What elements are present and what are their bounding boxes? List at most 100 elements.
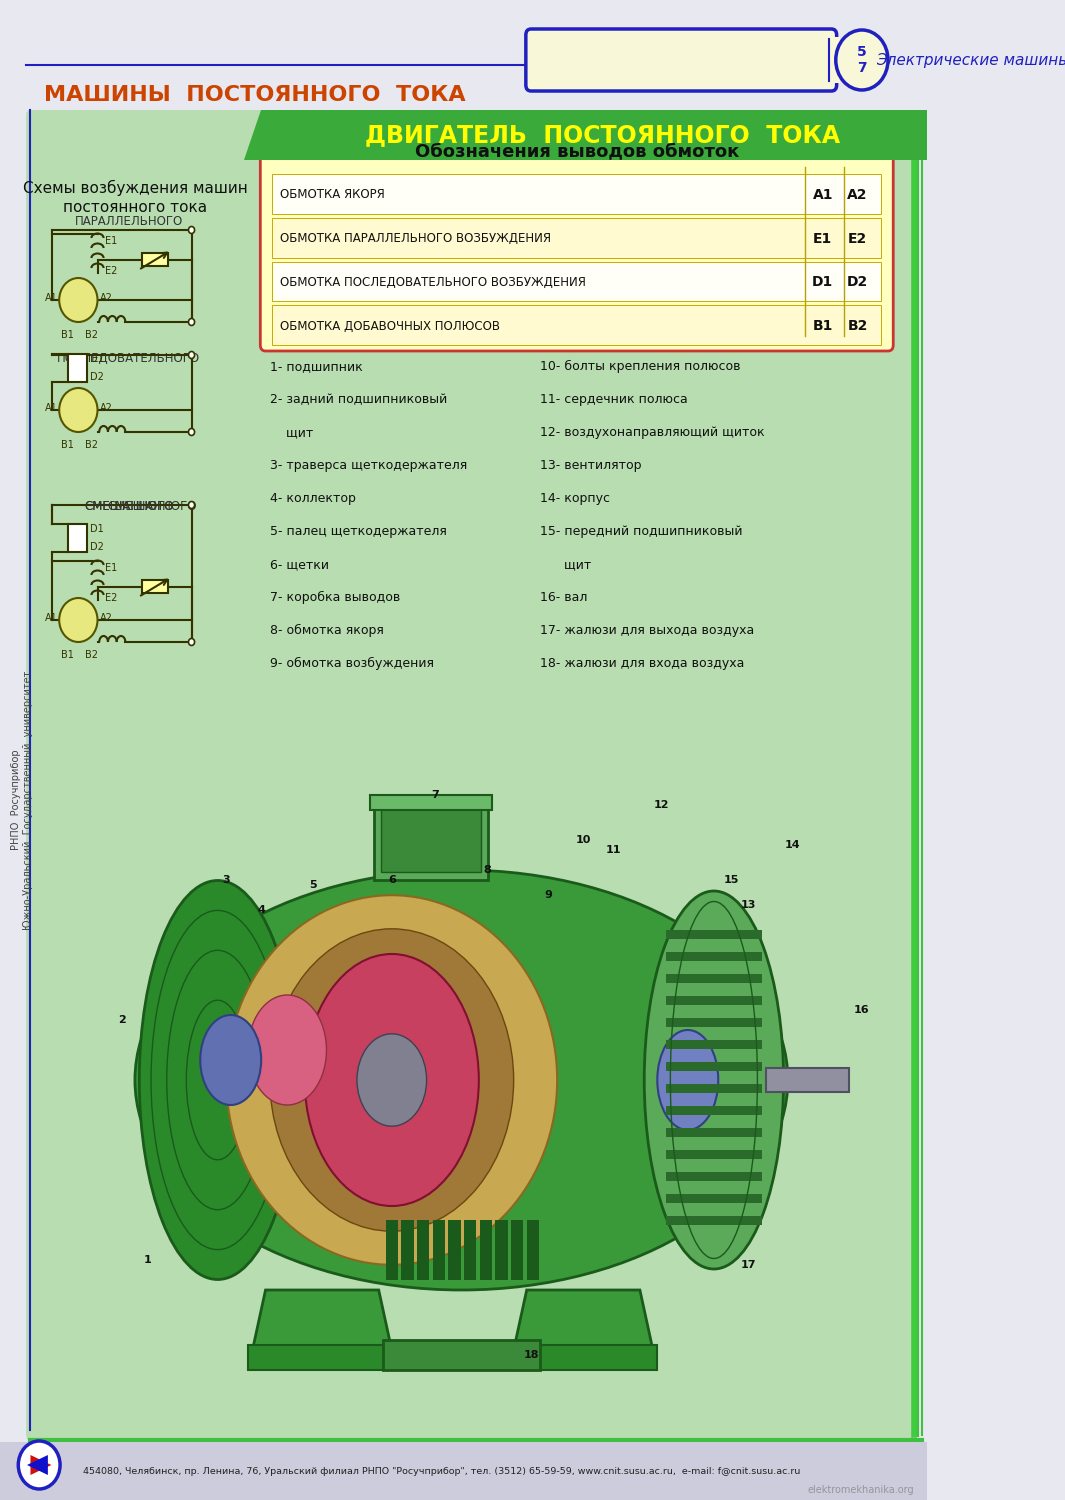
Bar bbox=[375, 800, 488, 880]
Bar bbox=[248, 1346, 396, 1370]
Text: В1: В1 bbox=[813, 320, 833, 333]
Text: 17: 17 bbox=[741, 1260, 756, 1270]
Ellipse shape bbox=[248, 994, 327, 1106]
Text: 3: 3 bbox=[223, 874, 230, 885]
Bar bbox=[666, 930, 761, 939]
Ellipse shape bbox=[305, 954, 479, 1206]
Text: D1: D1 bbox=[89, 354, 103, 364]
Bar bbox=[479, 1220, 492, 1280]
Bar bbox=[666, 996, 761, 1005]
Bar bbox=[383, 1340, 540, 1370]
Text: Электрические машины: Электрические машины bbox=[875, 53, 1065, 68]
Ellipse shape bbox=[227, 896, 557, 1264]
Text: 15: 15 bbox=[723, 874, 739, 885]
Bar bbox=[666, 1216, 761, 1225]
Text: Е2: Е2 bbox=[848, 231, 867, 246]
Text: 7: 7 bbox=[431, 790, 439, 800]
Text: 4- коллектор: 4- коллектор bbox=[269, 492, 356, 506]
Text: 1- подшипник: 1- подшипник bbox=[269, 360, 363, 374]
Bar bbox=[402, 1220, 413, 1280]
Text: ОБМОТКА ПАРАЛЛЕЛЬНОГО ВОЗБУЖДЕНИЯ: ОБМОТКА ПАРАЛЛЕЛЬНОГО ВОЗБУЖДЕНИЯ bbox=[280, 232, 552, 244]
Text: Обозначения выводов обмоток: Обозначения выводов обмоток bbox=[414, 142, 739, 160]
Text: D2: D2 bbox=[89, 542, 103, 552]
Bar bbox=[666, 952, 761, 962]
Text: СМЕШАННОГО: СМЕШАННОГО bbox=[108, 500, 197, 513]
Polygon shape bbox=[31, 1455, 51, 1474]
Text: постоянного тока: постоянного тока bbox=[63, 200, 207, 214]
Text: 6: 6 bbox=[388, 874, 396, 885]
Text: В2: В2 bbox=[85, 330, 98, 340]
Text: 5: 5 bbox=[310, 880, 317, 890]
Bar bbox=[666, 1084, 761, 1094]
Text: Е2: Е2 bbox=[105, 266, 118, 276]
Bar bbox=[814, 38, 840, 82]
Text: ДВИГАТЕЛЬ  ПОСТОЯННОГО  ТОКА: ДВИГАТЕЛЬ ПОСТОЯННОГО ТОКА bbox=[365, 123, 840, 147]
Text: 16- вал: 16- вал bbox=[540, 591, 587, 604]
Text: В1: В1 bbox=[61, 440, 73, 450]
Text: 9- обмотка возбуждения: 9- обмотка возбуждения bbox=[269, 657, 433, 670]
Text: 8- обмотка якоря: 8- обмотка якоря bbox=[269, 624, 383, 638]
Text: 11- сердечник полюса: 11- сердечник полюса bbox=[540, 393, 688, 406]
Text: 18- жалюзи для входа воздуха: 18- жалюзи для входа воздуха bbox=[540, 657, 744, 670]
Text: 2: 2 bbox=[118, 1016, 126, 1025]
Circle shape bbox=[189, 318, 195, 326]
Polygon shape bbox=[252, 1290, 392, 1350]
Bar bbox=[273, 306, 881, 345]
Text: 18: 18 bbox=[523, 1350, 539, 1360]
Text: 13- вентилятор: 13- вентилятор bbox=[540, 459, 641, 472]
FancyBboxPatch shape bbox=[260, 129, 894, 351]
Circle shape bbox=[189, 429, 195, 435]
Bar bbox=[666, 1062, 761, 1071]
Bar bbox=[273, 217, 881, 258]
Text: А1: А1 bbox=[813, 188, 833, 202]
Text: 11: 11 bbox=[606, 844, 622, 855]
Text: В2: В2 bbox=[848, 320, 868, 333]
Circle shape bbox=[18, 1442, 60, 1490]
Text: 6- щетки: 6- щетки bbox=[269, 558, 329, 572]
Text: А1: А1 bbox=[45, 614, 58, 622]
Text: 14- корпус: 14- корпус bbox=[540, 492, 610, 506]
Text: 7- коробка выводов: 7- коробка выводов bbox=[269, 591, 400, 604]
Bar bbox=[509, 1346, 657, 1370]
Text: 5- палец щеткодержателя: 5- палец щеткодержателя bbox=[269, 525, 446, 538]
Ellipse shape bbox=[135, 870, 788, 1290]
Text: щит: щит bbox=[269, 426, 313, 439]
Bar bbox=[142, 254, 168, 266]
Text: 12- воздухонаправляющий щиток: 12- воздухонаправляющий щиток bbox=[540, 426, 765, 439]
Text: ОБМОТКА ЯКОРЯ: ОБМОТКА ЯКОРЯ bbox=[280, 189, 386, 201]
Text: 3- траверса щеткодержателя: 3- траверса щеткодержателя bbox=[269, 459, 468, 472]
Bar bbox=[0, 1442, 928, 1500]
Bar bbox=[666, 1150, 761, 1160]
Ellipse shape bbox=[140, 880, 296, 1280]
Bar bbox=[666, 1106, 761, 1114]
Text: Южно-Уральский  Государственный  университет: Южно-Уральский Государственный университ… bbox=[22, 670, 33, 930]
Text: В2: В2 bbox=[85, 440, 98, 450]
Text: D1: D1 bbox=[813, 276, 833, 290]
Text: 14: 14 bbox=[785, 840, 800, 850]
Ellipse shape bbox=[644, 891, 784, 1269]
Text: D2: D2 bbox=[847, 276, 868, 290]
Bar bbox=[448, 1220, 460, 1280]
Text: А1: А1 bbox=[45, 292, 58, 303]
Bar bbox=[142, 580, 168, 592]
Text: СМЕШАННОГО: СМЕШАННОГО bbox=[84, 500, 174, 513]
Bar bbox=[386, 1220, 398, 1280]
FancyBboxPatch shape bbox=[27, 110, 914, 1440]
Text: В1: В1 bbox=[61, 330, 73, 340]
Polygon shape bbox=[513, 1290, 653, 1350]
Bar bbox=[464, 1220, 476, 1280]
Text: D1: D1 bbox=[89, 524, 103, 534]
Ellipse shape bbox=[657, 1030, 718, 1130]
Text: А2: А2 bbox=[100, 404, 113, 412]
Text: А1: А1 bbox=[45, 404, 58, 412]
Text: А2: А2 bbox=[100, 614, 113, 622]
Text: В2: В2 bbox=[85, 650, 98, 660]
Bar bbox=[666, 1019, 761, 1028]
Text: щит: щит bbox=[540, 558, 591, 572]
Text: МАШИНЫ  ПОСТОЯННОГО  ТОКА: МАШИНЫ ПОСТОЯННОГО ТОКА bbox=[44, 86, 465, 105]
Circle shape bbox=[189, 226, 195, 234]
Text: 454080, Челябинск, пр. Ленина, 76, Уральский филиал РНПО "Росучприбор", тел. (35: 454080, Челябинск, пр. Ленина, 76, Ураль… bbox=[83, 1467, 800, 1476]
Text: 10- болты крепления полюсов: 10- болты крепления полюсов bbox=[540, 360, 740, 374]
Bar bbox=[370, 795, 492, 810]
Text: 1: 1 bbox=[144, 1256, 152, 1264]
